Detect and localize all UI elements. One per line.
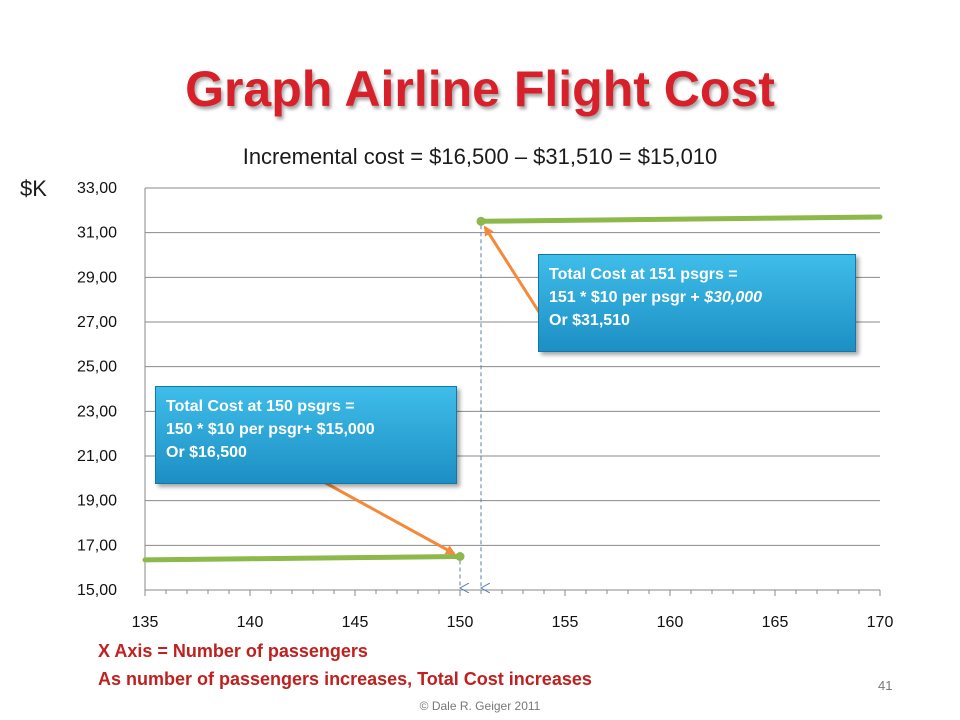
callout-151-line3: Or $31,510 — [549, 312, 630, 329]
highlight-point-0 — [455, 552, 465, 561]
callout-150-line3: Or $16,500 — [166, 444, 247, 461]
y-unit-label: $K — [20, 176, 47, 201]
callout-151-line2b: $30,000 — [704, 289, 763, 306]
callout-151-passengers: Total Cost at 151 psgrs = 151 * $10 per … — [538, 254, 856, 352]
callout-150-line1: Total Cost at 150 psgrs = — [166, 398, 355, 415]
x-tick-label: 135 — [132, 614, 159, 631]
x-axis-note: X Axis = Number of passengers — [98, 641, 368, 661]
series-line-low — [142, 554, 463, 563]
x-tick-label: 165 — [762, 614, 789, 631]
callout-150-passengers: Total Cost at 150 psgrs = 150 * $10 per … — [155, 386, 457, 484]
y-tick-label: 15,00 — [77, 582, 117, 599]
copyright: © Dale R. Geiger 2011 — [419, 699, 541, 713]
x-tick-label: 145 — [342, 614, 369, 631]
callout-151-line2: 151 * $10 per psgr + $30,000 — [549, 286, 845, 309]
series-line-high — [478, 214, 883, 224]
y-tick-label: 29,00 — [77, 269, 117, 286]
highlight-point-1 — [476, 216, 486, 226]
x-tick-label: 155 — [552, 614, 579, 631]
slide-title: Graph Airline Flight Cost — [185, 61, 775, 117]
y-tick-label: 31,00 — [77, 225, 117, 242]
page-number: 41 — [878, 678, 893, 693]
callout-151-line2a: 151 * $10 per psgr + — [549, 289, 705, 306]
chart-subtitle: Incremental cost = $16,500 – $31,510 = $… — [242, 144, 718, 169]
callout-150-line2: 150 * $10 per psgr+ $15,000 — [166, 421, 375, 438]
y-tick-label: 21,00 — [77, 448, 117, 465]
y-tick-label: 33,00 — [77, 180, 117, 197]
y-tick-label: 25,00 — [77, 359, 117, 376]
trend-note: As number of passengers increases, Total… — [98, 669, 592, 689]
y-tick-label: 27,00 — [77, 314, 117, 331]
x-tick-label: 150 — [447, 614, 474, 631]
x-tick-label: 170 — [867, 614, 894, 631]
x-tick-label: 160 — [657, 614, 684, 631]
y-tick-label: 23,00 — [77, 403, 117, 420]
y-tick-label: 19,00 — [77, 493, 117, 510]
callout-151-line1: Total Cost at 151 psgrs = — [549, 266, 738, 283]
x-tick-label: 140 — [237, 614, 264, 631]
callout-arrow-150 — [321, 479, 456, 555]
y-tick-label: 17,00 — [77, 537, 117, 554]
